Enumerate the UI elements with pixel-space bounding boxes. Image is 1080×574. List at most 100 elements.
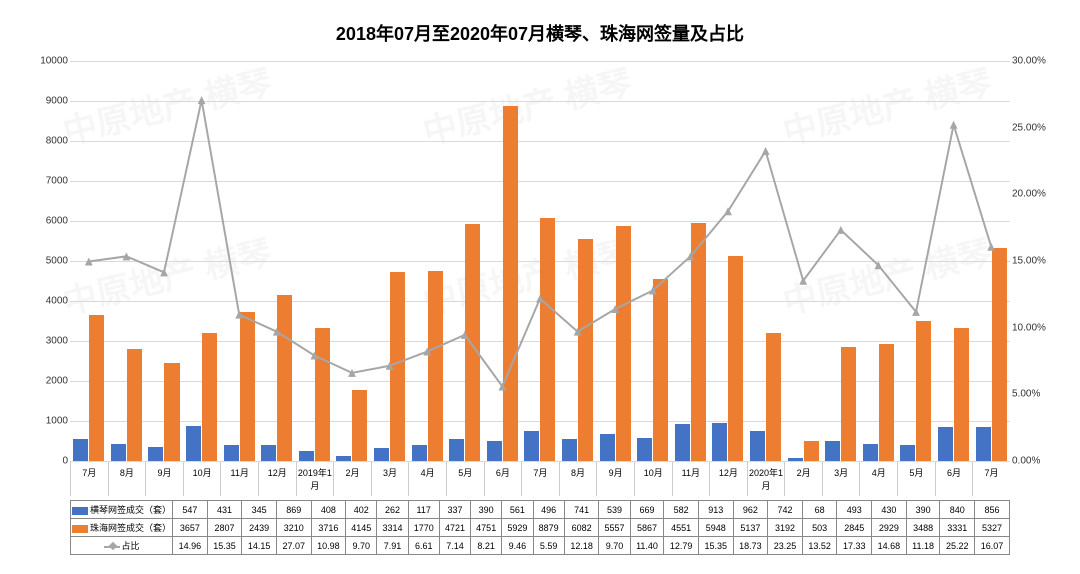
legend-label: 横琴网签成交（套）: [90, 505, 171, 515]
table-cell: 4721: [439, 519, 470, 537]
bar-hengqin: [562, 439, 577, 461]
bar-zhuhai: [766, 333, 781, 461]
bar-group: [333, 61, 371, 461]
table-cell: 23.25: [768, 537, 803, 555]
bar-hengqin: [261, 445, 276, 461]
x-tick: 12月: [709, 462, 747, 496]
table-cell: 17.33: [837, 537, 872, 555]
table-cell: 262: [377, 501, 408, 519]
chart-container: 中原地产 横琴 中原地产 横琴 中原地产 横琴 中原地产 横琴 中原地产 横琴 …: [0, 0, 1080, 574]
table-row: 珠海网签成交（套）3657280724393210371641453314177…: [71, 519, 1010, 537]
y-right-tick: 0.00%: [1012, 456, 1060, 467]
bar-zhuhai: [992, 248, 1007, 461]
y-axis-left: 0100020003000400050006000700080009000100…: [20, 61, 70, 461]
bar-hengqin: [675, 424, 690, 461]
bar-zhuhai: [578, 239, 593, 461]
table-cell: 3210: [276, 519, 311, 537]
table-cell: 431: [207, 501, 242, 519]
bar-zhuhai: [616, 226, 631, 461]
bar-zhuhai: [728, 256, 743, 461]
table-cell: 561: [502, 501, 533, 519]
y-left-tick: 0: [20, 456, 68, 467]
table-cell: 3331: [940, 519, 975, 537]
y-left-tick: 6000: [20, 216, 68, 227]
table-cell: 669: [630, 501, 664, 519]
bar-hengqin: [299, 451, 314, 461]
table-cell: 4145: [346, 519, 377, 537]
table-cell: 742: [768, 501, 803, 519]
table-cell: 15.35: [698, 537, 733, 555]
x-tick: 2020年1月: [747, 462, 785, 496]
legend-cell-hengqin: 横琴网签成交（套）: [71, 501, 173, 519]
y-left-tick: 5000: [20, 256, 68, 267]
table-cell: 1770: [408, 519, 439, 537]
bar-zhuhai: [691, 223, 706, 461]
bar-group: [408, 61, 446, 461]
bar-group: [596, 61, 634, 461]
bar-zhuhai: [127, 349, 142, 461]
table-cell: 840: [940, 501, 975, 519]
bar-hengqin: [524, 431, 539, 461]
bar-zhuhai: [315, 328, 330, 461]
x-tick: 3月: [371, 462, 409, 496]
table-cell: 503: [802, 519, 837, 537]
bar-hengqin: [336, 456, 351, 461]
bar-zhuhai: [879, 344, 894, 461]
bar-hengqin: [412, 445, 427, 461]
table-cell: 117: [408, 501, 439, 519]
table-cell: 345: [242, 501, 277, 519]
bar-zhuhai: [352, 390, 367, 461]
table-cell: 493: [837, 501, 872, 519]
bar-zhuhai: [653, 279, 668, 461]
x-tick: 9月: [596, 462, 634, 496]
legend-swatch: [72, 525, 88, 533]
y-right-tick: 30.00%: [1012, 56, 1060, 67]
table-cell: 337: [439, 501, 470, 519]
table-cell: 3192: [768, 519, 803, 537]
x-tick: 2019年1月: [296, 462, 334, 496]
bar-zhuhai: [804, 441, 819, 461]
bar-group: [70, 61, 108, 461]
bar-hengqin: [825, 441, 840, 461]
bar-group: [784, 61, 822, 461]
x-tick: 3月: [822, 462, 860, 496]
x-tick: 10月: [183, 462, 221, 496]
table-cell: 15.35: [207, 537, 242, 555]
table-cell: 16.07: [975, 537, 1010, 555]
x-axis: 7月8月9月10月11月12月2019年1月2月3月4月5月6月7月8月9月10…: [70, 461, 1010, 496]
bar-zhuhai: [841, 347, 856, 461]
bar-hengqin: [900, 445, 915, 461]
bar-group: [747, 61, 785, 461]
legend-label: 珠海网签成交（套）: [90, 523, 171, 533]
bar-hengqin: [712, 423, 727, 461]
table-cell: 3488: [906, 519, 940, 537]
table-row: 横琴网签成交（套）5474313458694084022621173373905…: [71, 501, 1010, 519]
y-left-tick: 7000: [20, 176, 68, 187]
x-tick: 4月: [408, 462, 446, 496]
table-cell: 5137: [733, 519, 768, 537]
x-tick: 10月: [634, 462, 672, 496]
legend-swatch: [72, 507, 88, 515]
bar-group: [220, 61, 258, 461]
bar-hengqin: [637, 438, 652, 461]
bar-zhuhai: [390, 272, 405, 461]
bar-hengqin: [374, 448, 389, 461]
x-tick: 11月: [672, 462, 710, 496]
table-cell: 856: [975, 501, 1010, 519]
table-cell: 5327: [975, 519, 1010, 537]
table-cell: 14.15: [242, 537, 277, 555]
x-tick: 5月: [897, 462, 935, 496]
table-row: 占比14.9615.3514.1527.0710.989.707.916.617…: [71, 537, 1010, 555]
bar-group: [371, 61, 409, 461]
bar-hengqin: [449, 439, 464, 461]
table-cell: 5557: [599, 519, 630, 537]
table-cell: 3657: [173, 519, 208, 537]
bar-group: [634, 61, 672, 461]
table-cell: 12.18: [564, 537, 599, 555]
table-cell: 547: [173, 501, 208, 519]
table-cell: 11.40: [630, 537, 664, 555]
x-tick: 2月: [333, 462, 371, 496]
table-cell: 390: [471, 501, 502, 519]
x-tick: 2月: [784, 462, 822, 496]
y-right-tick: 5.00%: [1012, 389, 1060, 400]
